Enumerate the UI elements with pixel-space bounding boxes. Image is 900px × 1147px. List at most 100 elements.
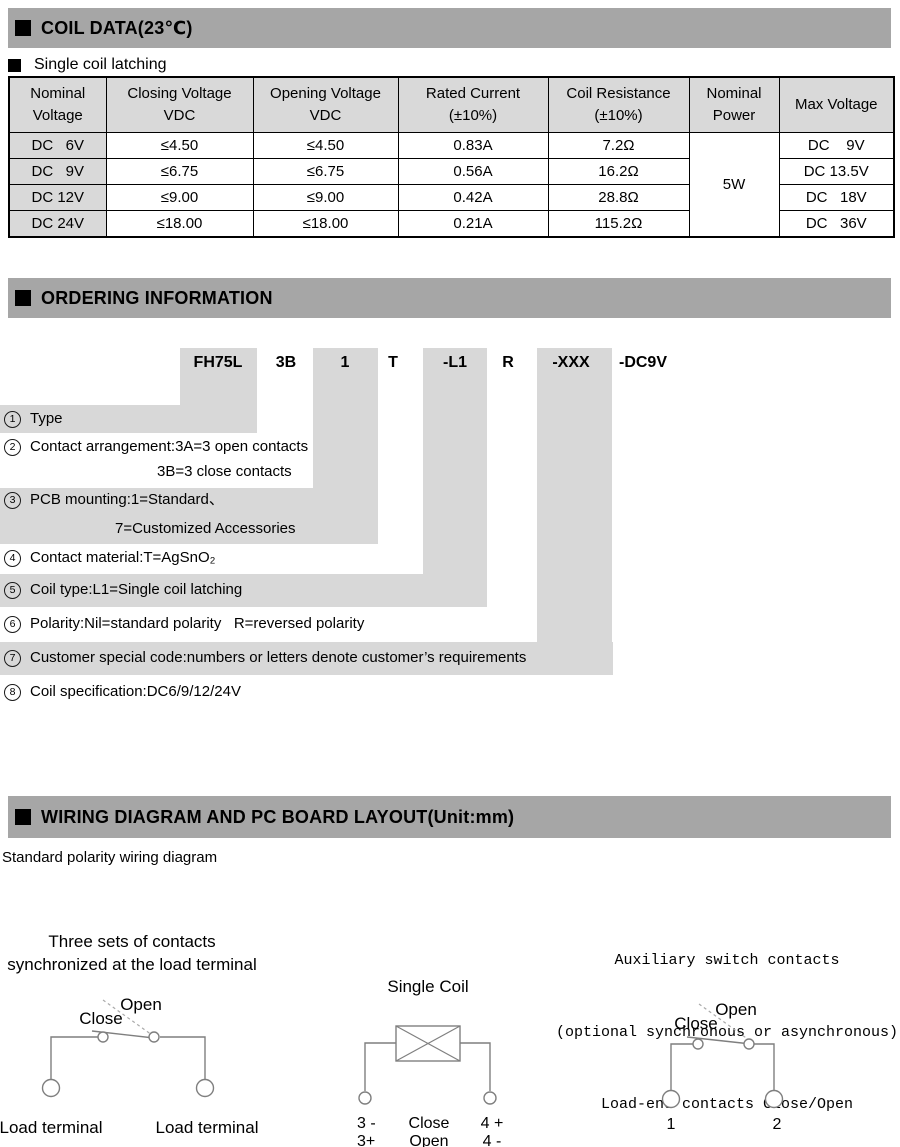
wiring-diagram-section-header: WIRING DIAGRAM AND PC BOARD LAYOUT(Unit:… [8, 796, 891, 838]
cell-nominal-power: 5W [688, 132, 780, 237]
cell-coil-resistance: 28.8Ω [547, 184, 690, 211]
section-bullet-icon [15, 809, 31, 825]
ordering-connector-shade [423, 348, 487, 607]
wire-lines [50, 1036, 206, 1080]
part-code-coil-type: -L1 [443, 354, 467, 371]
terminal-circle-icon [358, 1091, 372, 1105]
table-header-row: Nominal Voltage Closing Voltage VDC Openin… [8, 76, 895, 133]
ordering-item-contact-material: 4 Contact material:T=AgSnO₂ [4, 548, 216, 568]
pin4-minus-label: 4 - [483, 1133, 502, 1147]
ordering-item-special-code: 7 Customer special code:numbers or lette… [4, 648, 526, 668]
cell-opening-voltage: ≤4.50 [252, 132, 399, 159]
ordering-information-title: ORDERING INFORMATION [41, 287, 273, 308]
single-coil-latching-subheading: Single coil latching [8, 56, 167, 74]
ordering-item-pcb-mounting: 3 PCB mounting:1=Standard、 [4, 490, 224, 510]
cell-nominal-voltage: DC 12V [8, 184, 107, 211]
terminal-1-label: 1 [667, 1116, 676, 1133]
cell-coil-resistance: 16.2Ω [547, 158, 690, 185]
terminal-circle-icon [764, 1089, 784, 1109]
ordering-item-contact-arrangement: 2 Contact arrangement:3A=3 open contacts [4, 437, 308, 457]
col-header-opening-voltage: Opening Voltage VDC [252, 76, 399, 133]
circled-number: 5 [4, 581, 21, 599]
col-header-nominal-voltage: Nominal Voltage [8, 76, 107, 133]
cell-opening-voltage: ≤18.00 [252, 210, 399, 237]
part-code-special-code: -XXX [552, 354, 590, 371]
single-coil-title: Single Coil [387, 977, 468, 996]
cell-rated-current: 0.83A [397, 132, 549, 159]
terminal-circle-icon [483, 1091, 497, 1105]
close-label: Close [674, 1014, 717, 1033]
contact-point-icon [148, 1031, 160, 1043]
cell-closing-voltage: ≤9.00 [105, 184, 254, 211]
cell-rated-current: 0.21A [397, 210, 549, 237]
load-terminal-contacts-diagram: Open Close Load terminal Load terminal [0, 995, 259, 1137]
table-row: DC 6V ≤4.50 ≤4.50 0.83A 7.2Ω 5W DC 9V [8, 132, 895, 237]
right-diagram-caption: Auxiliary switch contacts (optional sync… [555, 952, 899, 1113]
contact-blade-line [686, 1036, 752, 1045]
ordering-item-pcb-mounting-line2: 7=Customized Accessories [115, 520, 296, 537]
wire-lines [670, 1043, 775, 1091]
single-coil-diagram: Single Coil 3 - Close 4 + 3+ Open 4 - [357, 977, 504, 1147]
cell-nominal-voltage: DC 9V [8, 158, 107, 185]
cell-rated-current: 0.42A [397, 184, 549, 211]
contact-point-icon [692, 1038, 704, 1050]
close-label: Close [79, 1009, 122, 1028]
circled-number: 1 [4, 410, 21, 428]
col-header-nominal-power: Nominal Power [688, 76, 780, 133]
table-row: DC 12V ≤9.00 ≤9.00 0.42A 28.8Ω DC 18V [8, 184, 895, 211]
open-label: Open [409, 1133, 448, 1147]
terminal-circle-icon [195, 1078, 215, 1098]
cell-max-voltage: DC 36V [778, 210, 895, 237]
pin3-minus-label: 3 - [357, 1115, 376, 1132]
part-code-contact-arrangement: 3B [275, 354, 297, 371]
open-position-dashed-line [102, 999, 153, 1036]
terminal-circle-icon [661, 1089, 681, 1109]
circled-number: 7 [4, 649, 21, 667]
pin3-plus-label: 3+ [357, 1133, 375, 1147]
col-header-coil-resistance: Coil Resistance (±10%) [547, 76, 690, 133]
terminal-circle-icon [41, 1078, 61, 1098]
ordering-item-coil-spec: 8 Coil specification:DC6/9/12/24V [4, 682, 241, 702]
load-terminal-label: Load terminal [0, 1118, 103, 1137]
table-row: DC 24V ≤18.00 ≤18.00 0.21A 115.2Ω DC 36V [8, 210, 895, 237]
auxiliary-switch-diagram: Open Close 1 2 [661, 1000, 784, 1133]
ordering-item-type: 1 Type [4, 409, 63, 429]
part-code-contact-material: T [388, 354, 398, 371]
part-code-polarity: R [502, 354, 514, 371]
coil-data-title: COIL DATA(23℃) [41, 17, 193, 38]
ordering-connector-shade [537, 348, 612, 675]
open-label: Open [120, 995, 162, 1014]
wiring-diagram-title: WIRING DIAGRAM AND PC BOARD LAYOUT(Unit:… [41, 806, 515, 827]
cell-opening-voltage: ≤9.00 [252, 184, 399, 211]
open-label: Open [715, 1000, 757, 1019]
wire-lines [364, 1042, 491, 1091]
part-code-type: FH75L [193, 354, 243, 371]
ordering-row-shade [0, 488, 378, 544]
cell-closing-voltage: ≤4.50 [105, 132, 254, 159]
circled-number: 6 [4, 615, 21, 633]
part-code-coil-spec: -DC9V [618, 354, 668, 371]
contact-point-icon [97, 1031, 109, 1043]
cell-coil-resistance: 7.2Ω [547, 132, 690, 159]
circled-number: 3 [4, 491, 21, 509]
circled-number: 2 [4, 438, 21, 456]
ordering-information-section-header: ORDERING INFORMATION [8, 278, 891, 318]
contact-point-icon [743, 1038, 755, 1050]
cell-max-voltage: DC 9V [778, 132, 895, 159]
coil-data-section-header: COIL DATA(23℃) [8, 8, 891, 48]
circled-number: 8 [4, 683, 21, 701]
section-bullet-icon [15, 20, 31, 36]
coil-data-table: Nominal Voltage Closing Voltage VDC Openin… [8, 76, 895, 238]
cell-max-voltage: DC 13.5V [778, 158, 895, 185]
circled-number: 4 [4, 549, 21, 567]
left-diagram-caption: Three sets of contacts synchronized at t… [7, 932, 257, 974]
load-terminal-label: Load terminal [155, 1118, 258, 1137]
cell-max-voltage: DC 18V [778, 184, 895, 211]
pin4-plus-label: 4 + [481, 1115, 504, 1132]
col-header-max-voltage: Max Voltage [778, 76, 895, 133]
part-code-pcb-mounting: 1 [340, 354, 350, 371]
open-position-dashed-line [698, 1003, 750, 1041]
ordering-item-polarity: 6 Polarity:Nil=standard polarity R=rever… [4, 614, 364, 634]
cell-opening-voltage: ≤6.75 [252, 158, 399, 185]
